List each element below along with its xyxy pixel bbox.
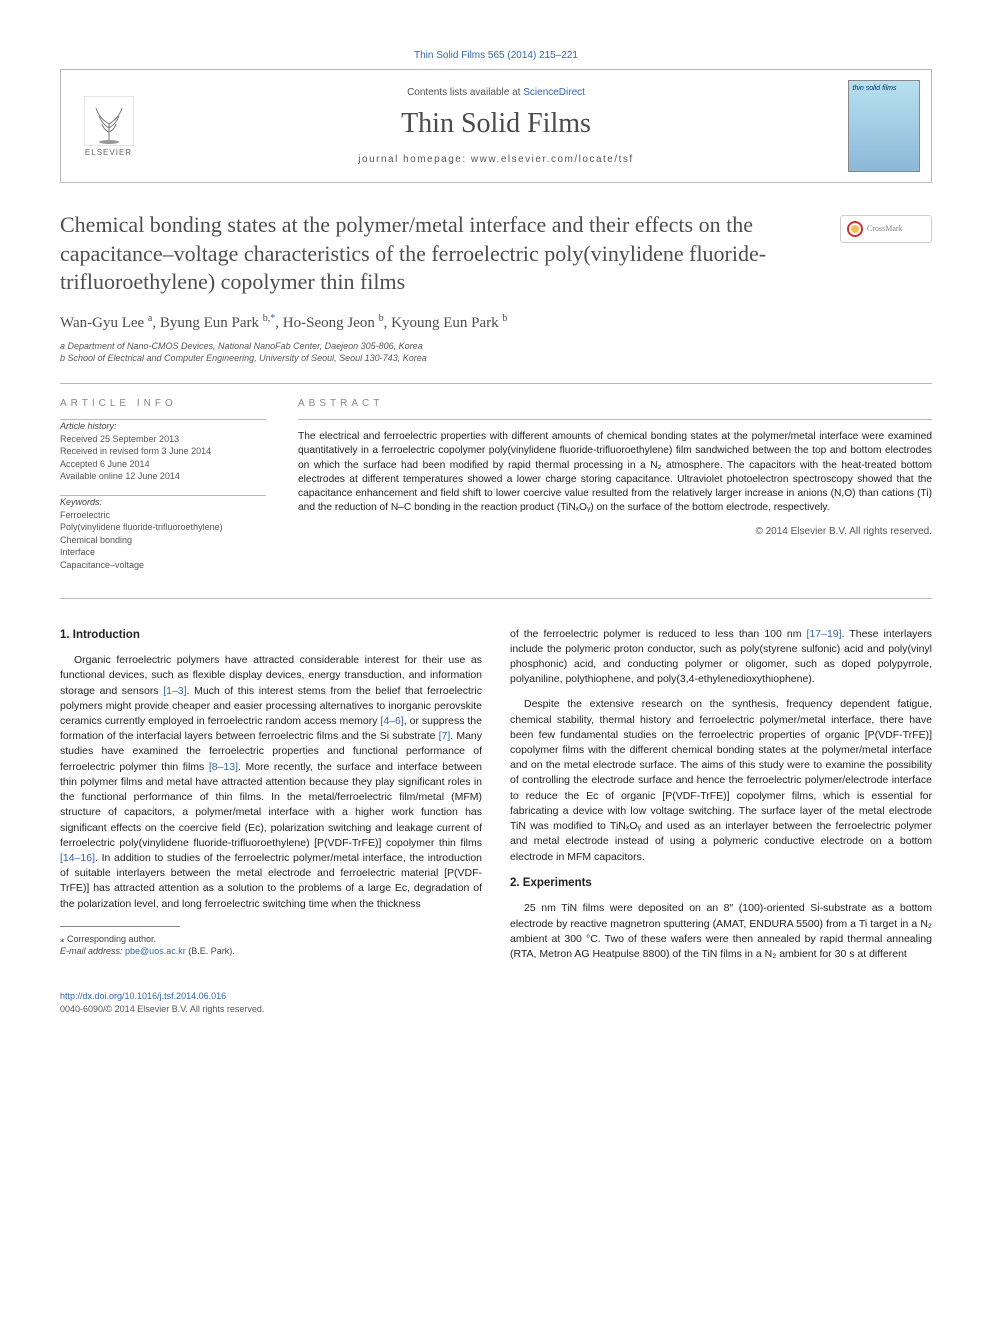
page-footer: http://dx.doi.org/10.1016/j.tsf.2014.06.…: [60, 990, 932, 1015]
article-info-column: ARTICLE INFO Article history: Received 2…: [60, 384, 280, 598]
affiliations: a Department of Nano-CMOS Devices, Natio…: [60, 340, 932, 365]
abstract-copyright: © 2014 Elsevier B.V. All rights reserved…: [298, 526, 932, 537]
keywords-block: Keywords: Ferroelectric Poly(vinylidene …: [60, 496, 266, 572]
keyword-2: Chemical bonding: [60, 534, 266, 547]
history-received: Received 25 September 2013: [60, 433, 266, 446]
history-revised: Received in revised form 3 June 2014: [60, 445, 266, 458]
homepage-url[interactable]: www.elsevier.com/locate/tsf: [471, 154, 634, 165]
crossmark-icon: [847, 221, 863, 237]
body-two-columns: 1. Introduction Organic ferroelectric po…: [60, 627, 932, 973]
journal-reference[interactable]: Thin Solid Films 565 (2014) 215–221: [60, 50, 932, 61]
keyword-4: Capacitance–voltage: [60, 559, 266, 572]
info-abstract-row: ARTICLE INFO Article history: Received 2…: [60, 383, 932, 599]
author-list: Wan-Gyu Lee a, Byung Eun Park b,*, Ho-Se…: [60, 313, 932, 332]
publisher-name: ELSEVIER: [85, 148, 132, 157]
footnote-separator: [60, 926, 180, 927]
article-info-label: ARTICLE INFO: [60, 398, 266, 409]
journal-title: Thin Solid Films: [166, 108, 826, 140]
affiliation-b: b School of Electrical and Computer Engi…: [60, 352, 932, 365]
article-history-block: Article history: Received 25 September 2…: [60, 420, 266, 483]
keywords-heading: Keywords:: [60, 496, 266, 509]
intro-paragraph-3: Despite the extensive research on the sy…: [510, 697, 932, 864]
elsevier-logo[interactable]: ELSEVIER: [73, 87, 145, 165]
intro-paragraph-1: Organic ferroelectric polymers have attr…: [60, 653, 482, 912]
intro-heading: 1. Introduction: [60, 627, 482, 644]
article-title-text: Chemical bonding states at the polymer/m…: [60, 212, 766, 294]
affiliation-a: a Department of Nano-CMOS Devices, Natio…: [60, 340, 932, 353]
journal-cover-thumbnail[interactable]: thin solid films: [848, 80, 920, 172]
history-heading: Article history:: [60, 420, 266, 433]
keyword-3: Interface: [60, 546, 266, 559]
email-label: E-mail address:: [60, 946, 125, 956]
crossmark-badge[interactable]: CrossMark: [840, 215, 932, 243]
keyword-1: Poly(vinylidene fluoride-trifluoroethyle…: [60, 521, 266, 534]
experiments-paragraph-1: 25 nm TiN films were deposited on an 8″ …: [510, 901, 932, 962]
corr-email-line: E-mail address: pbe@uos.ac.kr (B.E. Park…: [60, 945, 482, 958]
journal-homepage-line: journal homepage: www.elsevier.com/locat…: [166, 154, 826, 165]
homepage-prefix: journal homepage:: [358, 154, 471, 165]
elsevier-tree-icon: [84, 96, 134, 146]
contents-lists-line: Contents lists available at ScienceDirec…: [166, 87, 826, 98]
journal-cover-cell: thin solid films: [836, 70, 931, 182]
doi-link[interactable]: http://dx.doi.org/10.1016/j.tsf.2014.06.…: [60, 991, 226, 1001]
crossmark-label: CrossMark: [867, 224, 903, 234]
email-suffix: (B.E. Park).: [186, 946, 235, 956]
contents-prefix: Contents lists available at: [407, 87, 523, 98]
corresponding-author-footnote: ⁎ Corresponding author. E-mail address: …: [60, 933, 482, 958]
history-accepted: Accepted 6 June 2014: [60, 458, 266, 471]
intro-paragraph-2: of the ferroelectric polymer is reduced …: [510, 627, 932, 688]
history-online: Available online 12 June 2014: [60, 470, 266, 483]
publisher-logo-cell: ELSEVIER: [61, 70, 156, 182]
abstract-label: ABSTRACT: [298, 398, 932, 409]
article-title: Chemical bonding states at the polymer/m…: [60, 211, 932, 297]
abstract-column: ABSTRACT The electrical and ferroelectri…: [280, 384, 932, 598]
corr-author-label: ⁎ Corresponding author.: [60, 933, 482, 946]
experiments-heading: 2. Experiments: [510, 875, 932, 892]
keyword-0: Ferroelectric: [60, 509, 266, 522]
abstract-text: The electrical and ferroelectric propert…: [298, 430, 932, 516]
sciencedirect-link[interactable]: ScienceDirect: [523, 87, 585, 98]
issn-copyright: 0040-6090/© 2014 Elsevier B.V. All right…: [60, 1004, 264, 1014]
corr-email-link[interactable]: pbe@uos.ac.kr: [125, 946, 186, 956]
journal-header: ELSEVIER Contents lists available at Sci…: [60, 69, 932, 183]
abstract-divider: [298, 419, 932, 420]
journal-header-center: Contents lists available at ScienceDirec…: [156, 70, 836, 182]
page-container: Thin Solid Films 565 (2014) 215–221 ELSE…: [0, 0, 992, 1056]
cover-text: thin solid films: [853, 85, 897, 92]
